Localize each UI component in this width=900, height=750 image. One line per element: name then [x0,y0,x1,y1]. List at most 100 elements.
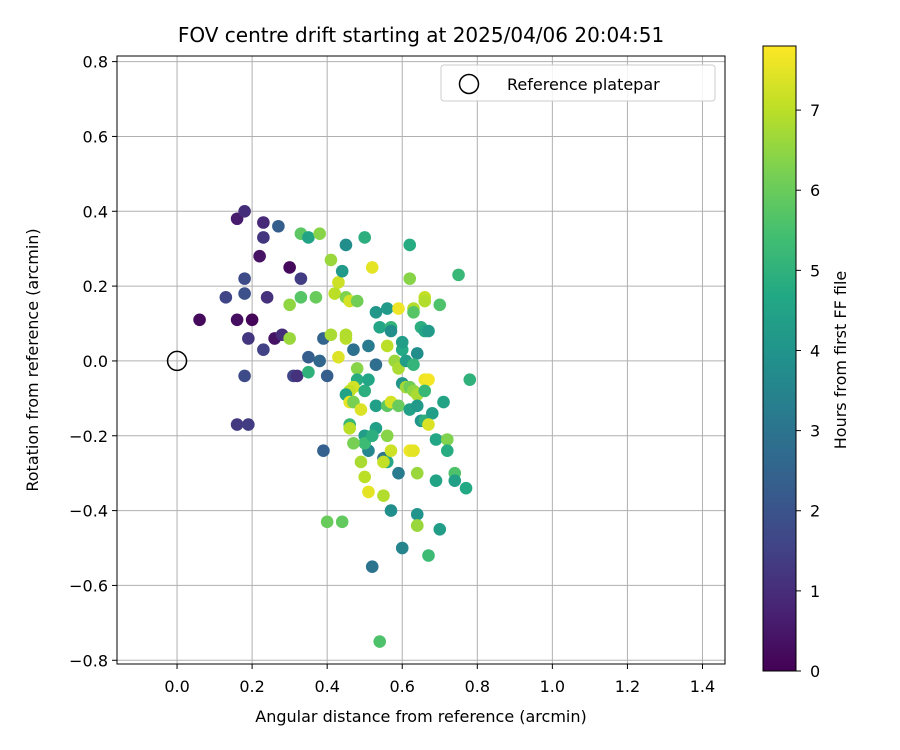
data-point [283,261,296,274]
data-point [302,350,315,364]
x-tick-label: 0.6 [390,677,415,696]
colorbar-tick-label: 4 [810,341,820,360]
data-point [238,369,251,383]
data-point [309,291,323,304]
data-point [313,354,326,368]
data-point [452,268,465,282]
colorbar-tick-label: 5 [810,261,820,280]
data-point [422,549,435,562]
data-point [294,291,308,304]
data-point [358,231,372,244]
data-point [377,489,390,502]
data-point [283,298,296,312]
data-point [437,395,450,409]
data-point [373,635,387,648]
chart-title: FOV centre drift starting at 2025/04/06 … [178,23,664,47]
y-tick-label: 0.8 [83,53,108,72]
legend-label: Reference platepar [507,75,660,94]
data-point [422,324,435,338]
data-point [369,305,383,319]
data-point [294,272,308,285]
data-point [392,466,405,480]
data-point [219,291,233,304]
data-point [313,227,326,241]
data-point [425,407,439,420]
data-point [324,328,338,342]
grid-lines [117,56,725,664]
data-point [362,339,375,353]
data-point [403,238,417,252]
x-tick-label: 1.4 [690,677,715,696]
y-axis-ticks: 0.8 0.6 0.4 0.2 0.0 −0.2 −0.4 −0.6 −0.8 [69,53,117,670]
data-point [410,347,424,360]
reference-marker-layer [166,350,188,372]
data-point [433,298,447,312]
x-tick-label: 1.0 [540,677,565,696]
data-point [257,343,270,357]
y-tick-label: 0.2 [83,277,108,296]
data-point [290,369,304,383]
x-tick-label: 0.4 [314,677,339,696]
data-point [242,418,255,431]
data-point [335,264,349,278]
data-point [395,541,409,555]
x-tick-label: 1.2 [615,677,640,696]
data-point [373,320,387,334]
y-tick-label: −0.2 [69,427,108,446]
data-point [257,216,270,229]
data-point [358,384,372,398]
data-point [354,455,368,469]
data-point [440,433,454,446]
data-point [384,504,398,517]
data-point [440,444,454,458]
colorbar-gradient [763,46,796,671]
data-point [332,276,345,289]
data-point [350,294,364,308]
data-point [384,444,398,458]
x-tick-label: 0.2 [239,677,264,696]
data-point [418,294,432,308]
data-point [407,358,420,371]
data-point [410,519,424,532]
data-point [347,343,360,357]
colorbar-tick-label: 3 [810,422,820,441]
data-point [380,302,394,315]
data-point [339,238,353,252]
legend-marker [458,73,480,95]
data-point [238,272,251,285]
x-axis-label: Angular distance from reference (arcmin) [255,707,586,726]
data-point [354,403,368,416]
data-point [238,287,251,300]
data-point [369,399,383,413]
data-point [384,324,398,338]
y-tick-label: 0.0 [83,352,108,371]
data-point [362,485,375,499]
data-point [320,515,334,529]
data-point [463,373,477,386]
x-tick-label: 0.0 [164,677,189,696]
reference-platepar-marker [166,350,188,372]
colorbar-tick-label: 6 [810,181,820,200]
data-point [362,373,375,386]
data-point [407,305,420,319]
data-point [332,350,345,364]
data-point [230,418,244,431]
data-point [365,261,379,274]
data-point [253,249,266,263]
data-point [350,362,364,375]
data-point [369,358,383,371]
y-tick-label: −0.8 [69,651,108,670]
data-point [407,444,420,458]
data-point [343,421,356,435]
data-point [429,474,443,487]
data-point [302,365,315,379]
data-point [230,313,244,327]
y-tick-label: 0.6 [83,127,108,146]
y-tick-label: 0.4 [83,202,108,221]
data-point [410,466,424,480]
colorbar-tick-label: 2 [810,502,820,521]
data-point [324,253,338,267]
data-point [410,508,424,521]
colorbar-frame [762,45,797,672]
